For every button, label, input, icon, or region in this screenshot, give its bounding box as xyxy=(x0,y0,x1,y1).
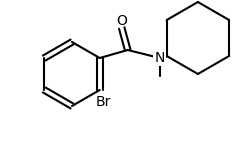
Text: Br: Br xyxy=(96,95,112,109)
Text: N: N xyxy=(154,51,165,65)
Text: O: O xyxy=(116,14,127,28)
